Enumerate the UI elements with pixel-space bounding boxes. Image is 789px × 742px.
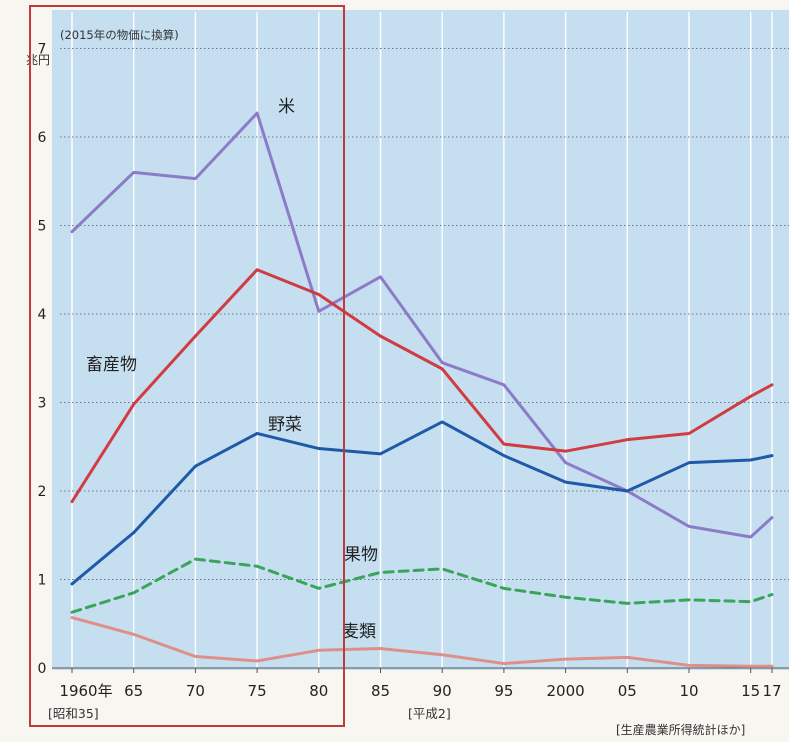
y-tick-labels: 0 1 2 3 4 5 6 7 xyxy=(38,42,47,678)
source-note: [生産農業所得統計ほか] xyxy=(616,722,745,737)
y-tick-label: 2 xyxy=(38,484,47,500)
x-tick-label: 05 xyxy=(618,682,637,700)
x-tick-label: 1960年 xyxy=(59,682,112,700)
series-label-livestock: 畜産物 xyxy=(86,355,137,375)
x-tick-label: 70 xyxy=(186,682,205,700)
x-tick-label: 65 xyxy=(124,682,143,700)
y-tick-label: 0 xyxy=(38,661,47,677)
vertical-grid xyxy=(71,12,773,668)
y-tick-label: 1 xyxy=(38,573,47,589)
y-tick-label: 3 xyxy=(38,396,47,412)
y-tick-label: 5 xyxy=(38,219,47,235)
x-tick-label: 10 xyxy=(679,682,698,700)
x-tick-marks xyxy=(71,668,773,673)
plot-background xyxy=(52,10,789,670)
series-line-fruit xyxy=(70,557,774,614)
y-tick-label: 6 xyxy=(38,130,47,146)
y-tick-label: 4 xyxy=(38,307,47,323)
series-line-wheat xyxy=(70,616,774,668)
series-line-livestock xyxy=(70,268,774,504)
unit-label: 兆円 xyxy=(26,53,50,67)
era-label-heisei: [平成2] xyxy=(408,706,451,721)
series-label-fruit: 果物 xyxy=(344,545,378,565)
series-label-wheat: 麦類 xyxy=(342,622,376,642)
horizontal-grid xyxy=(60,48,789,580)
series-lines xyxy=(70,111,774,668)
x-tick-label: 95 xyxy=(494,682,513,700)
highlight-box xyxy=(29,5,345,727)
series-line-rice xyxy=(70,111,774,539)
series-label-vegetables: 野菜 xyxy=(268,415,302,435)
chart-subtitle: (2015年の物価に換算) xyxy=(60,28,179,42)
x-tick-label: 90 xyxy=(433,682,452,700)
x-tick-label: 17 xyxy=(762,682,781,700)
series-line-vegetables xyxy=(70,420,774,586)
x-tick-labels: 1960年 65 70 75 80 85 90 95 2000 05 10 15 17 xyxy=(59,682,781,700)
x-tick-label: 75 xyxy=(248,682,267,700)
x-tick-label: 85 xyxy=(371,682,390,700)
x-tick-label: 2000 xyxy=(547,682,585,700)
x-tick-label: 15 xyxy=(741,682,760,700)
series-label-rice: 米 xyxy=(278,97,295,117)
y-tick-label: 7 xyxy=(38,42,47,58)
x-tick-label: 80 xyxy=(309,682,328,700)
era-label-showa: [昭和35] xyxy=(48,706,99,721)
